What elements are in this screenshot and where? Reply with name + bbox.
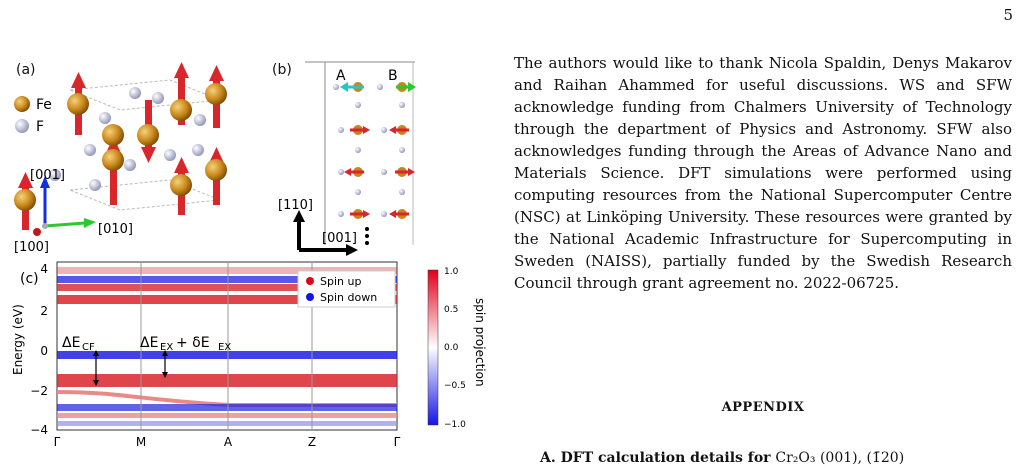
site-b-label: B: [388, 68, 398, 84]
subsection-heading: A. DFT calculation details for Cr₂O₃ (00…: [540, 450, 904, 466]
legend-spin-down-marker: [306, 293, 314, 301]
annotation-ex2-sub: EX: [218, 342, 231, 353]
colorbar-tick-05: 0.5: [444, 305, 458, 315]
band-spin-up-mid: [57, 295, 397, 304]
fe-legend-label: Fe: [36, 97, 52, 113]
subsection-material: Cr₂O₃ (001), (1̄20): [775, 450, 905, 466]
annotation-ex: ΔE: [140, 335, 158, 351]
band-spin-down-vb-top: [57, 351, 397, 359]
colorbar: [427, 269, 439, 426]
axis-001-label: [001]: [30, 168, 65, 183]
legend-box: [297, 270, 396, 308]
acknowledgment-paragraph: The authors would like to thank Nicola S…: [514, 54, 1012, 292]
legend-spin-up-marker: [306, 277, 314, 285]
y-axis-label: Energy (eV): [11, 304, 25, 375]
axis-110-label: [110]: [278, 198, 313, 213]
band-spin-down-high: [57, 276, 397, 283]
band-spin-up-top: [57, 267, 397, 274]
legend-spin-down: Spin down: [320, 291, 377, 304]
figure-graphics: Fe F: [11, 61, 487, 449]
annotation-cf: ΔE: [62, 335, 80, 351]
band-spin-down-bottom: [57, 421, 397, 426]
page-number: 5: [1003, 6, 1013, 24]
kpoint-z: Z: [308, 435, 316, 449]
crystal-structure-b: [305, 61, 416, 245]
panel-b-label: (b): [272, 62, 292, 78]
ytick-2: 2: [40, 304, 48, 318]
f-legend-icon: [15, 119, 29, 133]
legend-spin-up: Spin up: [320, 275, 361, 288]
fe-legend-icon: [14, 96, 30, 112]
ytick-neg2: −2: [30, 384, 48, 398]
appendix-heading: APPENDIX: [721, 400, 805, 415]
band-spin-down-low: [57, 404, 397, 411]
panel-a-label: (a): [16, 62, 36, 78]
band-spin-up-bottom: [57, 413, 397, 418]
colorbar-tick-neg05: −0.5: [444, 381, 466, 391]
subsection-title: A. DFT calculation details for: [540, 450, 771, 466]
axes-triad-a: [33, 176, 96, 236]
ytick-neg4: −4: [30, 423, 48, 437]
kpoint-a: A: [224, 435, 233, 449]
crystal-structure-a: [14, 62, 227, 230]
axis-001-b-label: [001]: [322, 231, 357, 246]
colorbar-tick-neg1: −1.0: [444, 420, 466, 430]
band-spin-up-high: [57, 284, 397, 291]
kpoint-m: M: [136, 435, 146, 449]
annotation-ex-sub: EX: [160, 342, 173, 353]
axis-010-label: [010]: [98, 222, 133, 237]
annotation-plus: + δE: [176, 335, 210, 351]
ytick-4: 4: [40, 262, 48, 276]
axis-100-label: [100]: [14, 240, 49, 255]
band-structure-chart: [56, 261, 398, 431]
kpoint-gamma-1: Γ: [54, 435, 61, 449]
colorbar-tick-1: 1.0: [444, 267, 459, 277]
kpoint-gamma-2: Γ: [394, 435, 401, 449]
site-a-label: A: [336, 68, 346, 84]
ytick-0: 0: [40, 344, 48, 358]
colorbar-label: spin projection: [473, 298, 487, 387]
axes-triad-b: [293, 210, 369, 256]
panel-c-label: (c): [20, 271, 39, 287]
f-legend-label: F: [36, 119, 44, 135]
figure: (a) (b) Fe F: [0, 0, 500, 467]
annotation-cf-sub: CF: [82, 342, 95, 353]
band-spin-up-low: [57, 374, 397, 387]
colorbar-tick-0: 0.0: [444, 343, 459, 353]
